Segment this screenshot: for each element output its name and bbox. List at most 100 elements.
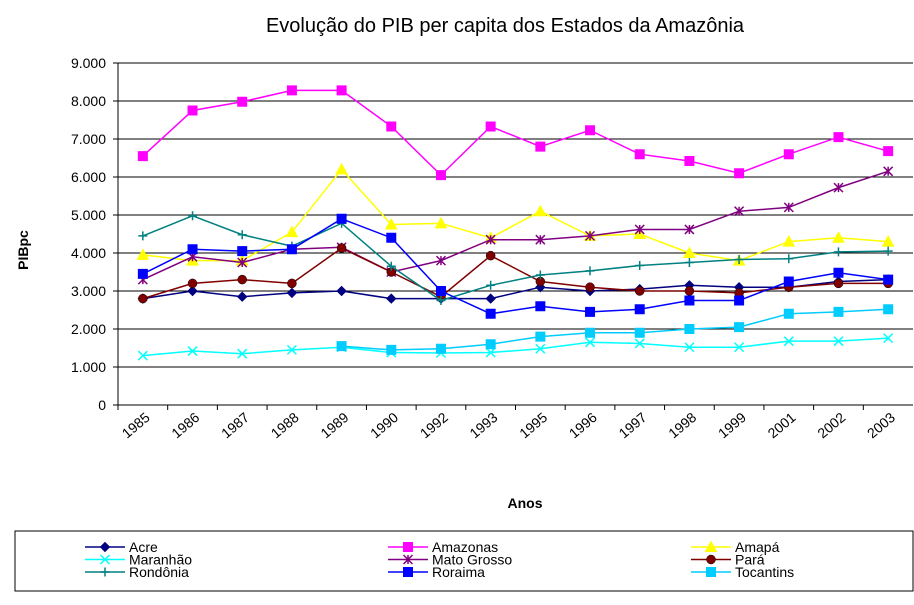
x-tick-label: 1987 xyxy=(218,409,252,441)
x-tick-label: 1989 xyxy=(317,409,351,441)
point xyxy=(335,162,348,175)
point xyxy=(585,337,596,348)
legend-marker xyxy=(99,554,111,565)
point xyxy=(485,250,496,261)
x-tick-label: 1993 xyxy=(466,409,500,441)
point xyxy=(384,217,398,230)
point xyxy=(782,235,796,247)
point xyxy=(634,338,645,349)
legend-label: Rondônia xyxy=(129,564,189,580)
x-tick-label: 1999 xyxy=(715,409,749,441)
point xyxy=(634,286,645,296)
point xyxy=(833,306,844,317)
series-line xyxy=(142,217,889,315)
point xyxy=(833,278,844,289)
point xyxy=(435,255,446,266)
point xyxy=(833,182,844,193)
point xyxy=(634,149,645,160)
point xyxy=(485,121,496,132)
series-line xyxy=(142,89,889,177)
point xyxy=(535,343,546,354)
point xyxy=(535,270,545,280)
point xyxy=(485,339,496,350)
x-tick-label: 1990 xyxy=(367,409,401,441)
series-line xyxy=(142,278,889,300)
point xyxy=(585,282,595,292)
legend-label: Mato Grosso xyxy=(432,552,512,568)
point xyxy=(286,85,297,96)
point xyxy=(187,285,198,297)
point xyxy=(435,343,446,354)
x-tick-label: 1986 xyxy=(168,409,202,441)
point xyxy=(187,278,198,289)
point xyxy=(286,344,297,355)
point xyxy=(336,85,347,96)
y-tick-label: 3.000 xyxy=(71,283,106,299)
point xyxy=(436,296,446,305)
y-tick-label: 7.000 xyxy=(71,131,106,147)
point xyxy=(287,278,297,289)
point xyxy=(832,231,845,243)
point xyxy=(734,254,744,264)
point xyxy=(734,168,745,179)
legend-label: Maranhão xyxy=(129,552,192,568)
legend-label: Tocantins xyxy=(735,564,794,580)
point xyxy=(137,151,148,162)
point xyxy=(783,336,794,347)
point xyxy=(883,274,894,285)
point xyxy=(684,224,695,235)
point xyxy=(187,105,198,116)
point xyxy=(386,121,397,132)
y-tick-label: 4.000 xyxy=(71,245,106,261)
point xyxy=(684,295,695,306)
point xyxy=(285,225,299,238)
point xyxy=(187,244,198,255)
legend-marker xyxy=(403,542,413,552)
point xyxy=(535,331,546,342)
y-tick-label: 8.000 xyxy=(71,93,106,109)
legend-marker xyxy=(100,567,110,577)
point xyxy=(187,346,198,357)
series-line xyxy=(142,168,889,262)
point xyxy=(336,285,347,297)
point xyxy=(585,327,596,338)
point xyxy=(883,166,894,177)
point xyxy=(585,125,596,136)
point xyxy=(535,234,546,245)
point xyxy=(435,286,446,296)
series-line xyxy=(142,170,889,281)
y-tick-label: 5.000 xyxy=(71,207,106,223)
x-tick-label: 2001 xyxy=(765,409,799,441)
point xyxy=(683,246,696,258)
y-axis-label: PIBpc xyxy=(15,230,31,270)
point xyxy=(237,257,248,268)
legend-marker xyxy=(403,567,413,577)
point xyxy=(734,295,745,306)
point xyxy=(286,244,297,255)
point xyxy=(684,286,695,296)
point xyxy=(634,224,645,235)
legend-marker xyxy=(99,541,111,553)
x-axis-label: Anos xyxy=(508,495,543,511)
y-tick-label: 2.000 xyxy=(71,321,106,337)
x-tick-label: 1995 xyxy=(516,409,550,441)
point xyxy=(237,274,247,285)
point xyxy=(833,247,843,257)
series-line xyxy=(142,337,889,357)
chart-title: Evolução do PIB per capita dos Estados d… xyxy=(266,15,745,37)
point xyxy=(833,336,844,347)
point xyxy=(336,213,347,224)
legend-marker xyxy=(706,554,716,565)
point xyxy=(585,230,596,241)
point xyxy=(237,96,248,107)
point xyxy=(783,149,794,160)
x-tick-label: 2003 xyxy=(864,409,898,441)
point xyxy=(634,327,645,338)
point xyxy=(486,280,496,290)
point xyxy=(883,246,893,256)
point xyxy=(734,342,745,353)
point xyxy=(883,304,894,315)
x-tick-label: 1985 xyxy=(119,409,153,441)
point xyxy=(585,266,595,276)
